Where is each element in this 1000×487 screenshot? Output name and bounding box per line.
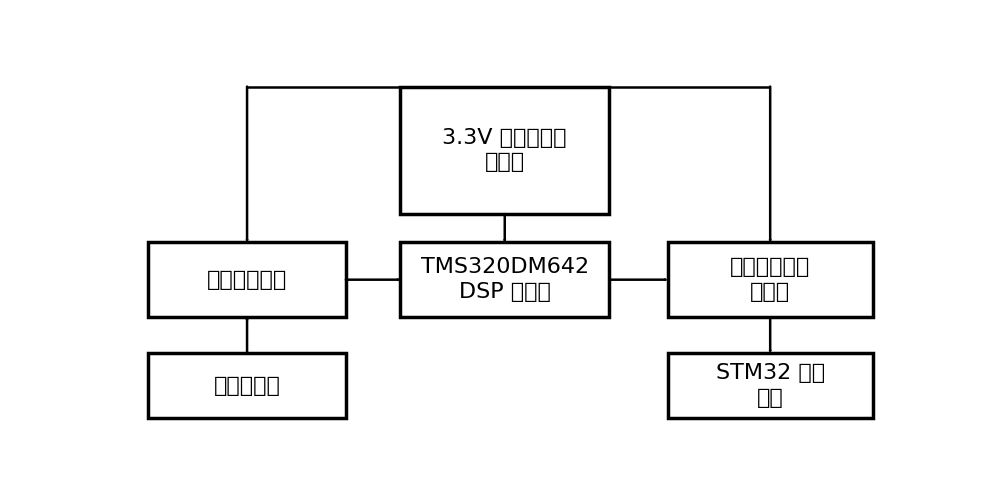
Text: 电路: 电路 — [757, 388, 784, 408]
Text: 源电路: 源电路 — [485, 152, 525, 172]
Bar — [668, 353, 873, 418]
Bar — [400, 242, 609, 317]
Text: 工业摄像头: 工业摄像头 — [214, 375, 280, 395]
Bar — [400, 87, 609, 214]
Text: 信电路: 信电路 — [750, 282, 790, 302]
Text: TMS320DM642: TMS320DM642 — [421, 258, 589, 278]
Text: DSP 处理器: DSP 处理器 — [459, 282, 551, 302]
Text: 3.3V 开关稳压电: 3.3V 开关稳压电 — [442, 128, 567, 148]
Bar — [148, 353, 346, 418]
Bar — [148, 242, 346, 317]
Text: 并口转串口通: 并口转串口通 — [730, 258, 810, 278]
Text: STM32 功能: STM32 功能 — [716, 363, 825, 383]
Text: 视频解码电路: 视频解码电路 — [207, 270, 287, 290]
Bar — [668, 242, 873, 317]
